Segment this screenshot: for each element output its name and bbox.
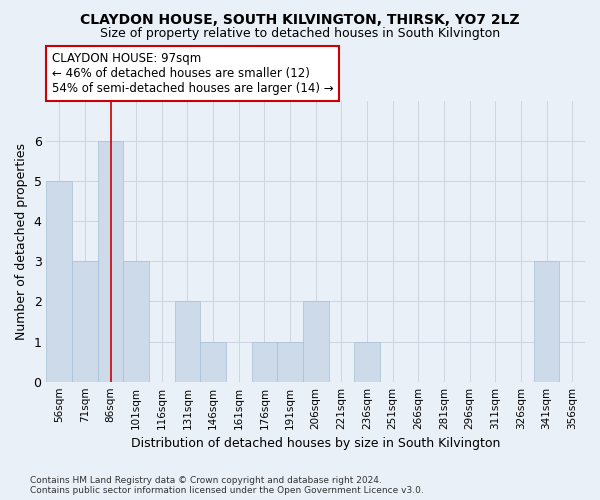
Bar: [534, 262, 559, 382]
Bar: [72, 262, 98, 382]
X-axis label: Distribution of detached houses by size in South Kilvington: Distribution of detached houses by size …: [131, 437, 500, 450]
Y-axis label: Number of detached properties: Number of detached properties: [15, 142, 28, 340]
Bar: [46, 181, 72, 382]
Text: CLAYDON HOUSE: 97sqm
← 46% of detached houses are smaller (12)
54% of semi-detac: CLAYDON HOUSE: 97sqm ← 46% of detached h…: [52, 52, 334, 95]
Bar: [354, 342, 380, 382]
Bar: [200, 342, 226, 382]
Text: Contains HM Land Registry data © Crown copyright and database right 2024.
Contai: Contains HM Land Registry data © Crown c…: [30, 476, 424, 495]
Bar: [277, 342, 303, 382]
Bar: [303, 302, 329, 382]
Bar: [251, 342, 277, 382]
Bar: [124, 262, 149, 382]
Bar: [98, 141, 124, 382]
Text: CLAYDON HOUSE, SOUTH KILVINGTON, THIRSK, YO7 2LZ: CLAYDON HOUSE, SOUTH KILVINGTON, THIRSK,…: [80, 12, 520, 26]
Bar: [175, 302, 200, 382]
Text: Size of property relative to detached houses in South Kilvington: Size of property relative to detached ho…: [100, 28, 500, 40]
